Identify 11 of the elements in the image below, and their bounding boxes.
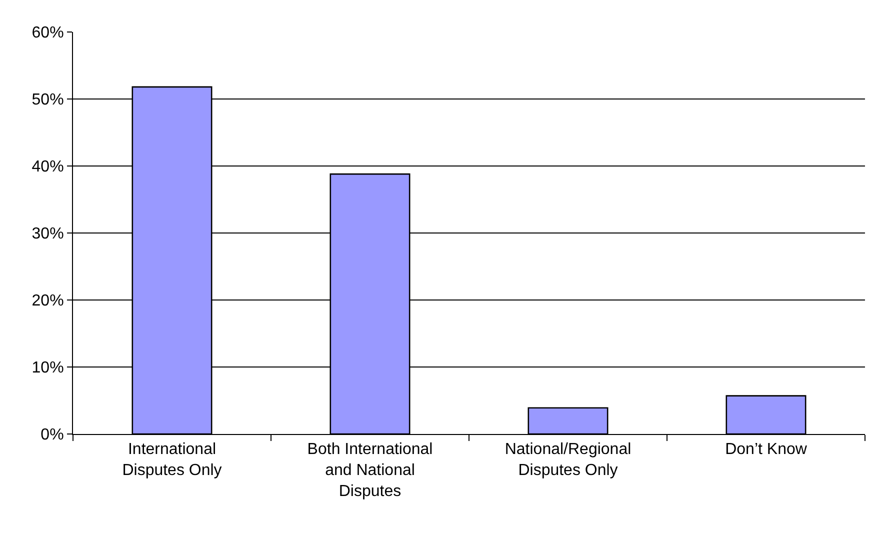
y-tick-label: 10% — [32, 360, 64, 377]
y-tick-label: 30% — [32, 226, 64, 243]
y-tick-label: 50% — [32, 92, 64, 109]
x-tick-label: Don’t Know — [725, 441, 808, 458]
y-tick-label: 0% — [40, 426, 64, 444]
y-tick-label: 60% — [32, 24, 64, 42]
x-tick-label: International Disputes Only — [122, 441, 222, 479]
y-tick-label: 40% — [32, 158, 64, 176]
x-tick-label: Both International and National Disputes — [307, 441, 433, 500]
y-tick-label: 20% — [32, 292, 64, 310]
x-tick-label: National/Regional Disputes Only — [504, 441, 632, 479]
